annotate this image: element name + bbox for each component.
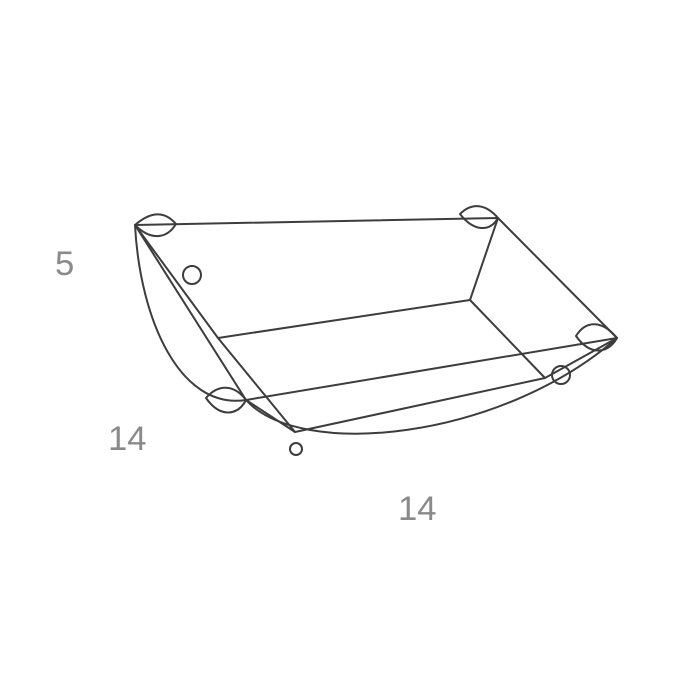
tray-drawing xyxy=(0,0,700,700)
diagram-stage: 5 14 14 xyxy=(0,0,700,700)
dimension-width: 14 xyxy=(398,490,437,529)
dimension-depth: 14 xyxy=(108,420,147,459)
dimension-height: 5 xyxy=(55,245,74,284)
